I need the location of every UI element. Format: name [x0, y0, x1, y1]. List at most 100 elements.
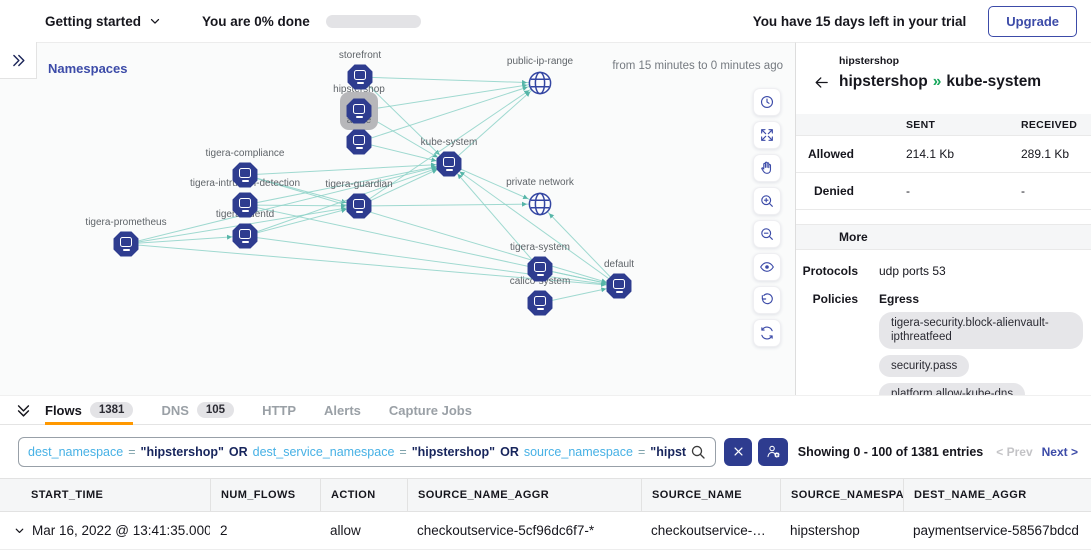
- graph-node-tigera-guardian[interactable]: [346, 193, 372, 219]
- tab-count-badge: 1381: [89, 402, 134, 418]
- bottom-tab-bar: Flows 1381 DNS 105 HTTP Alerts Capture Jobs: [0, 395, 1091, 425]
- sidebar-expand-button[interactable]: [0, 42, 37, 79]
- graph-tool-clock-button[interactable]: [753, 88, 781, 116]
- graph-node-tigera-intrusion-detection[interactable]: [232, 192, 258, 218]
- graph-node-public-ip-range[interactable]: [527, 70, 553, 96]
- namespace-icon: [239, 168, 251, 178]
- graph-tool-zoom-in-button[interactable]: [753, 187, 781, 215]
- tab-capture-jobs[interactable]: Capture Jobs: [388, 402, 472, 418]
- traffic-stats-table: SENT RECEIVED Allowed 214.1 Kb 289.1 Kb …: [796, 114, 1091, 210]
- edge-separator: »: [932, 73, 942, 90]
- collapse-panel-button[interactable]: [15, 402, 32, 419]
- graph-node-tigera-fluentd[interactable]: [232, 223, 258, 249]
- graph-node-tigera-system[interactable]: [527, 256, 553, 282]
- query-token-value: "hipstershop": [140, 444, 224, 459]
- flows-toolbar-row: dest_namespace = "hipstershop" OR dest_servi…: [0, 425, 1091, 478]
- graph-tool-refresh-button[interactable]: [753, 319, 781, 347]
- column-header-source_namespace[interactable]: SOURCE_NAMESPACE: [780, 479, 903, 511]
- query-token-keyword: OR: [228, 444, 248, 459]
- pagination-summary: Showing 0 - 100 of 1381 entries: [797, 444, 984, 459]
- graph-node-calico-system[interactable]: [527, 290, 553, 316]
- graph-node-tigera-compliance[interactable]: [232, 162, 258, 188]
- graph-title: Namespaces: [48, 61, 128, 76]
- back-arrow-icon[interactable]: [813, 74, 830, 91]
- query-input[interactable]: dest_namespace = "hipstershop" OR dest_servi…: [18, 436, 716, 467]
- graph-tool-visibility-button[interactable]: [753, 253, 781, 281]
- double-chevron-right-icon: [12, 54, 25, 66]
- node-label-tigera-compliance: tigera-compliance: [205, 148, 285, 159]
- stats-header-sent: SENT: [906, 118, 936, 131]
- next-page-button[interactable]: Next >: [1041, 444, 1078, 459]
- row-cell-num_flows: 2: [220, 523, 228, 538]
- policies-label: Policies: [812, 292, 858, 306]
- search-icon[interactable]: [690, 444, 706, 460]
- zoom-in-icon: [759, 193, 775, 209]
- namespace-icon: [443, 157, 455, 167]
- edge-title: hipstershop» kube-system: [839, 73, 1041, 91]
- column-header-num_flows[interactable]: NUM_FLOWS: [210, 479, 320, 511]
- pan-hand-icon: [759, 160, 775, 176]
- tab-list: Flows 1381 DNS 105 HTTP Alerts Capture Jobs: [32, 396, 472, 425]
- graph-node-tigera-prometheus[interactable]: [113, 231, 139, 257]
- policy-pill[interactable]: tigera-security.block-alienvault-ipthrea…: [879, 312, 1083, 349]
- tab-alerts[interactable]: Alerts: [324, 402, 361, 418]
- graph-tool-undo-button[interactable]: [753, 286, 781, 314]
- column-header-action[interactable]: ACTION: [320, 479, 407, 511]
- query-token-op: =: [128, 444, 136, 459]
- globe-icon: [527, 191, 553, 217]
- graph-node-storefront[interactable]: [347, 64, 373, 90]
- tab-flows[interactable]: Flows 1381: [45, 396, 134, 425]
- column-header-source_name_aggr[interactable]: SOURCE_NAME_AGGR: [407, 479, 641, 511]
- namespace-icon: [353, 199, 365, 209]
- policy-pill-list: tigera-security.block-alienvault-ipthrea…: [879, 312, 1091, 395]
- row-cell-source_name: checkoutservice-…: [651, 523, 766, 538]
- node-label-private-network: private network: [506, 177, 574, 188]
- column-header-source_name[interactable]: SOURCE_NAME: [641, 479, 780, 511]
- refresh-icon: [759, 325, 775, 341]
- graph-node-acme[interactable]: [346, 129, 372, 155]
- more-section-header[interactable]: More: [796, 224, 1091, 250]
- clear-query-button[interactable]: [724, 437, 752, 466]
- visibility-icon: [759, 259, 775, 275]
- query-token-keyword: OR: [500, 444, 519, 459]
- service-graph-panel: Namespaces from 15 minutes to 0 minutes …: [0, 42, 795, 395]
- policy-pill[interactable]: platform.allow-kube-dns: [879, 383, 1026, 395]
- node-label-kube-system: kube-system: [420, 137, 478, 148]
- graph-node-default[interactable]: [606, 273, 632, 299]
- tab-dns[interactable]: DNS 105: [161, 396, 235, 424]
- policies-direction: Egress: [879, 292, 920, 306]
- namespace-icon: [120, 237, 132, 247]
- graph-tool-pan-hand-button[interactable]: [753, 154, 781, 182]
- getting-started-label: Getting started: [45, 13, 142, 29]
- progress-bar: [325, 14, 421, 28]
- prev-page-button[interactable]: < Prev: [996, 444, 1033, 459]
- graph-edges: [125, 76, 620, 304]
- row-expand-chevron[interactable]: [13, 524, 26, 537]
- node-label-tigera-system: tigera-system: [509, 242, 571, 253]
- user-settings-button[interactable]: [758, 437, 788, 466]
- fit-screen-icon: [759, 127, 775, 143]
- stats-header-received: RECEIVED: [1021, 118, 1078, 131]
- clock-icon: [759, 94, 775, 110]
- upgrade-button[interactable]: Upgrade: [988, 5, 1077, 37]
- node-label-tigera-prometheus: tigera-prometheus: [85, 217, 167, 228]
- close-icon: [733, 447, 743, 456]
- policy-pill[interactable]: security.pass: [879, 354, 970, 378]
- node-label-hipstershop: hipstershop: [333, 84, 385, 95]
- node-label-calico-system: calico-system: [509, 276, 571, 287]
- row-cell-source_name_aggr: checkoutservice-5cf96dc6f7-*: [417, 523, 595, 538]
- graph-node-hipstershop[interactable]: [346, 98, 372, 124]
- edge-dest: kube-system: [946, 73, 1042, 90]
- column-header-dest_name_aggr[interactable]: DEST_NAME_AGGR: [903, 479, 1091, 511]
- node-label-public-ip-range: public-ip-range: [506, 56, 574, 67]
- column-header-start_time[interactable]: START_TIME: [31, 489, 104, 501]
- protocols-label: Protocols: [802, 264, 858, 278]
- getting-started-dropdown[interactable]: Getting started: [45, 14, 162, 29]
- namespace-icon: [534, 296, 546, 306]
- tab-http[interactable]: HTTP: [262, 402, 297, 418]
- graph-tool-fit-screen-button[interactable]: [753, 121, 781, 149]
- graph-node-kube-system[interactable]: [436, 151, 462, 177]
- graph-node-private-network[interactable]: [527, 191, 553, 217]
- table-row[interactable]: Mar 16, 2022 @ 13:41:35.000 2 allow checkou…: [0, 512, 1091, 550]
- graph-tool-zoom-out-button[interactable]: [753, 220, 781, 248]
